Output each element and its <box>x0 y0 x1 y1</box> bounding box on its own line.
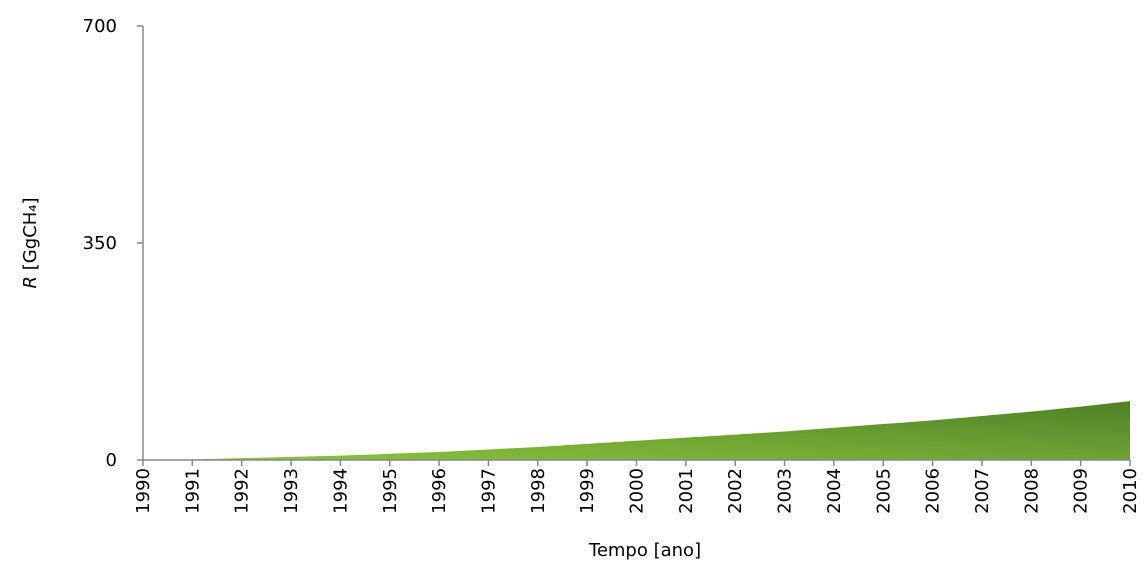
x-tick-label: 1995 <box>380 468 401 514</box>
x-tick-label: 1993 <box>281 468 302 514</box>
area <box>143 401 1130 460</box>
x-tick-label: 2007 <box>972 468 993 514</box>
y-tick-label: 700 <box>83 16 117 37</box>
x-tick-label: 2008 <box>1021 468 1042 514</box>
x-tick-label: 1990 <box>133 468 154 514</box>
x-tick-label: 2006 <box>923 468 944 514</box>
x-axis-label: Tempo [ano] <box>588 540 701 561</box>
y-tick-label: 0 <box>106 450 117 471</box>
x-tick-label: 2004 <box>824 468 845 514</box>
x-tick-label: 2001 <box>676 468 697 514</box>
x-tick-label: 2005 <box>873 468 894 514</box>
x-tick-label: 1998 <box>528 468 549 514</box>
x-tick-label: 1999 <box>577 468 598 514</box>
x-tick-label: 1996 <box>429 468 450 514</box>
x-tick-label: 1997 <box>478 468 499 514</box>
x-tick-label: 2010 <box>1120 468 1141 514</box>
y-tick-label: 350 <box>83 233 117 254</box>
x-tick-label: 2000 <box>627 468 648 514</box>
y-axis-label: R [GgCH₄] <box>20 198 41 289</box>
x-tick-label: 2009 <box>1071 468 1092 514</box>
x-tick-label: 1992 <box>232 468 253 514</box>
x-tick-label: 1991 <box>182 468 203 514</box>
x-tick-label: 2002 <box>725 468 746 514</box>
x-tick-label: 2003 <box>775 468 796 514</box>
x-tick-label: 1994 <box>330 468 351 514</box>
